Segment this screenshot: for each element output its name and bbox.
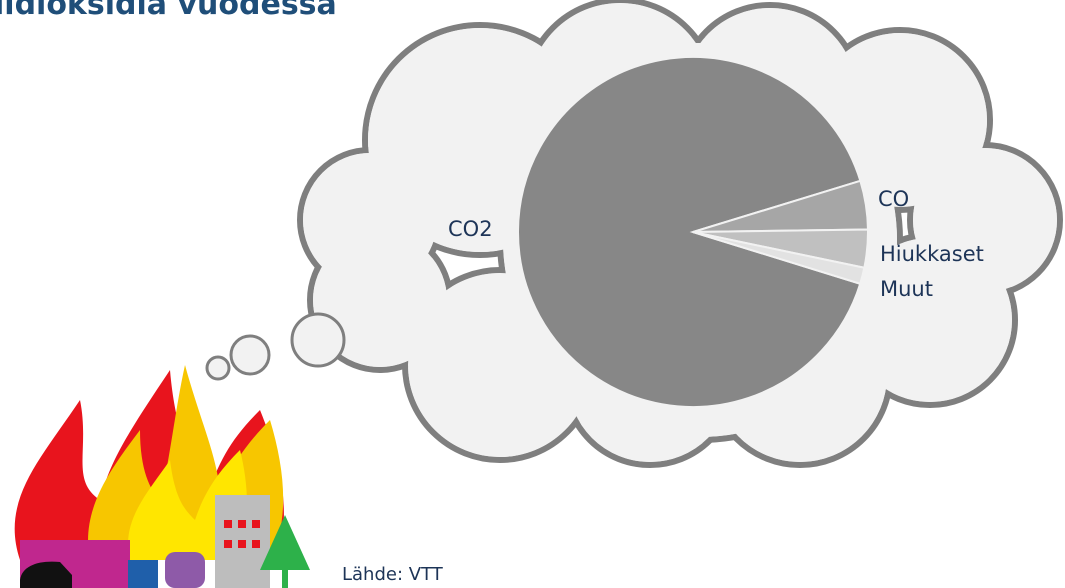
slice-label: CO2: [448, 217, 493, 241]
slice-label: CO: [878, 187, 909, 211]
slice-label: Hiukkaset: [880, 242, 984, 266]
slide: lidioksidia vuodessa Lähde: VTT CO: [0, 0, 1065, 588]
slice-label: Muut: [880, 277, 933, 301]
source: Lähde: VTT: [342, 564, 444, 585]
pie: [518, 57, 868, 407]
page: {"chart_data": {"type": "pie", "title": …: [0, 0, 1065, 588]
fire-illustration: [15, 365, 310, 588]
chart-title: lidioksidia vuodessa: [0, 0, 337, 22]
